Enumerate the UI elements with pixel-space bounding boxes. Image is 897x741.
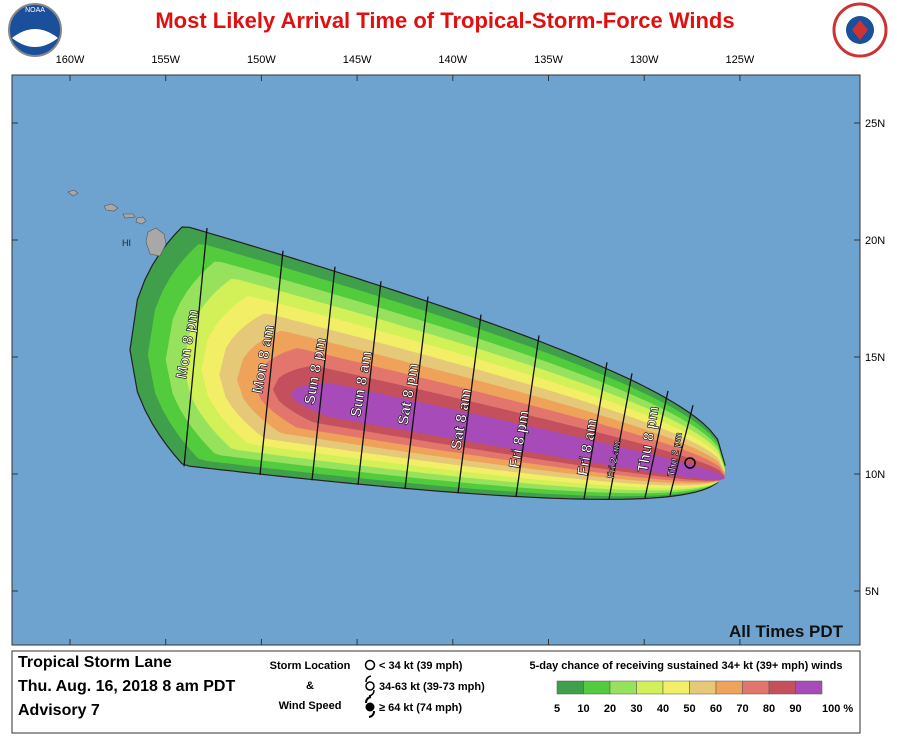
legend-swatch (583, 680, 611, 695)
legend-swatch (689, 680, 717, 695)
latitude-label: 25N (865, 118, 885, 130)
island-label: HI (122, 238, 131, 248)
legend-swatch (795, 680, 823, 695)
logo-text: NOAA (25, 7, 45, 14)
legend-label: 60 (710, 703, 722, 715)
legend-swatch (662, 680, 690, 695)
legend-swatch (609, 680, 637, 695)
legend-swatch (768, 680, 796, 695)
longitude-label: 130W (630, 54, 659, 66)
storm-date: Thu. Aug. 16, 2018 8 am PDT (18, 678, 235, 695)
legend-title: 5-day chance of receiving sustained 34+ … (530, 660, 843, 672)
time-line (515, 335, 540, 497)
symbol-label: 34-63 kt (39-73 mph) (379, 681, 485, 693)
footer: Tropical Storm Lane Thu. Aug. 16, 2018 8… (11, 650, 861, 734)
time-line (259, 250, 284, 475)
nws-logo (832, 2, 888, 58)
legend-label: 100 % (822, 703, 853, 715)
legend-label: 30 (630, 703, 642, 715)
symbol-icon (365, 675, 375, 697)
longitude-label: 160W (56, 54, 85, 66)
longitude-label: 135W (534, 54, 563, 66)
legend-swatch (556, 680, 584, 695)
legend-swatch (715, 680, 743, 695)
latitude-label: 10N (865, 469, 885, 481)
legend-swatch (742, 680, 770, 695)
longitude-label: 140W (438, 54, 467, 66)
time-line (644, 390, 669, 499)
legend-label: 90 (789, 703, 801, 715)
symbol-caption: Storm Location (270, 660, 351, 672)
map: Mon 8 pm Mon 8 am Sun 8 pm Sun 8 am Sat 8 pm… (11, 74, 861, 646)
legend-swatch (636, 680, 664, 695)
time-line (183, 227, 208, 467)
legend-label: 40 (657, 703, 669, 715)
storm-name: Tropical Storm Lane (18, 654, 172, 671)
latitude-label: 5N (865, 586, 879, 598)
hawaii (67, 189, 167, 257)
noaa-logo: NOAA (8, 3, 62, 57)
longitude-label: 155W (151, 54, 180, 66)
storm-advisory: Advisory 7 (18, 702, 100, 719)
latitude-label: 20N (865, 235, 885, 247)
symbol-label: ≥ 64 kt (74 mph) (379, 702, 462, 714)
latitude-label: 15N (865, 352, 885, 364)
title: Most Likely Arrival Time of Tropical-Sto… (155, 8, 734, 33)
legend-label: 50 (683, 703, 695, 715)
symbol-icon (364, 659, 376, 671)
longitude-label: 125W (726, 54, 755, 66)
time-line (608, 373, 633, 500)
longitude-label: 145W (343, 54, 372, 66)
time-line (311, 266, 336, 481)
legend-label: 5 (554, 703, 560, 715)
symbol-caption: Wind Speed (279, 700, 342, 712)
time-line (669, 405, 694, 496)
symbol-caption: & (306, 680, 314, 692)
time-note: All Times PDT (729, 622, 844, 641)
time-line (357, 281, 382, 485)
time-line (404, 296, 429, 490)
symbol-icon (365, 696, 375, 718)
storm-center (684, 457, 696, 469)
legend-label: 10 (577, 703, 589, 715)
time-line (583, 362, 608, 500)
time-line (457, 314, 482, 494)
legend-label: 70 (736, 703, 748, 715)
longitude-label: 150W (247, 54, 276, 66)
legend-label: 80 (763, 703, 775, 715)
legend-label: 20 (604, 703, 616, 715)
symbol-label: < 34 kt (39 mph) (379, 660, 463, 672)
